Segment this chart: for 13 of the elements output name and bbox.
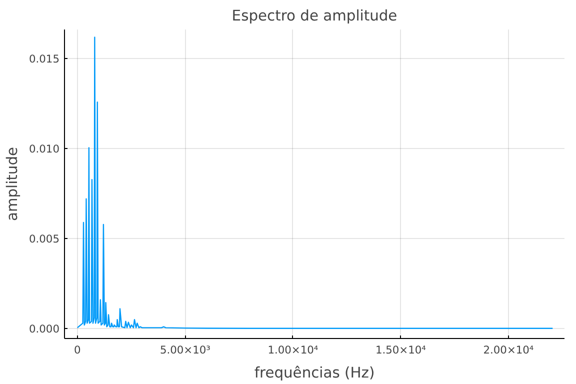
x-tick-label: 2.00×10⁴: [483, 344, 534, 356]
y-tick-label: 0.005: [28, 232, 60, 246]
y-tick-label: 0.000: [28, 322, 60, 336]
x-tick-label: 5.00×10³: [160, 344, 210, 356]
y-axis-title: amplitude: [4, 146, 21, 222]
y-tick-label: 0.010: [28, 142, 60, 156]
y-tick-label: 0.015: [28, 52, 60, 66]
x-tick-label: 1.50×10⁴: [375, 344, 426, 356]
x-tick-label: 0: [74, 344, 82, 356]
x-tick-label: 1.00×10⁴: [268, 344, 318, 356]
line-series: [76, 36, 554, 330]
chart-title: Espectro de amplitude: [232, 8, 398, 24]
x-axis-title: frequências (Hz): [254, 364, 375, 382]
